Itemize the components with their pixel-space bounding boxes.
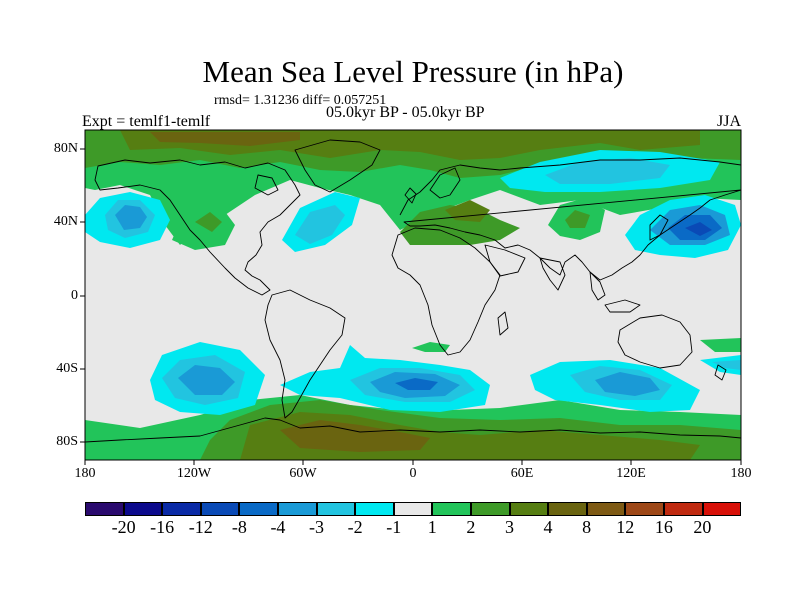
- arabia-coast: [484, 244, 526, 277]
- colorbar-swatch-3: [200, 502, 240, 516]
- colorbar-label-8: 1: [427, 517, 437, 537]
- south-atlantic-low-center: [395, 378, 438, 390]
- arctic-brown-region: [150, 132, 300, 146]
- north-pacific-low-core: [115, 205, 147, 230]
- coastlines: [85, 139, 741, 443]
- britain-coast: [404, 187, 417, 204]
- hudson-bay-coast: [254, 174, 279, 196]
- colorbar-swatch-15: [663, 502, 703, 516]
- map-title: Mean Sea Level Pressure (in hPa): [202, 54, 624, 89]
- lat-label-0: 0: [71, 288, 78, 303]
- antarctic-brown-region: [280, 420, 430, 452]
- lon-label-180e: 180: [730, 466, 752, 481]
- antarctica-coast: [85, 417, 741, 443]
- lon-label-120e: 120E: [616, 466, 646, 481]
- colorbar-swatch-8: [393, 502, 433, 516]
- central-asia-olive-region: [565, 210, 590, 228]
- colorbar-swatch-10: [470, 502, 510, 516]
- colorbar-swatch-14: [625, 502, 664, 516]
- south-atlantic-green-patch: [412, 342, 450, 352]
- colorbar-label-10: 3: [504, 517, 514, 537]
- colorbar-label-5: -3: [309, 517, 325, 537]
- indian-ocean-low-core: [595, 372, 660, 396]
- colorbar: [85, 502, 742, 516]
- experiment-label: Expt = temlf1-temlf: [82, 113, 211, 130]
- colorbar-swatch-13: [586, 502, 626, 516]
- lat-label-40s: 40S: [56, 361, 78, 376]
- africa-coast: [391, 227, 501, 356]
- greenland-coast: [294, 139, 381, 193]
- lon-label-60e: 60E: [510, 466, 534, 481]
- colorbar-label-14: 16: [654, 517, 673, 537]
- eurasia-coast: [399, 157, 741, 281]
- india-coast: [539, 257, 566, 291]
- season-label: JJA: [716, 113, 741, 130]
- colorbar-label-2: -12: [188, 517, 213, 537]
- colorbar-label-11: 4: [543, 517, 553, 537]
- lon-label-0: 0: [409, 466, 417, 481]
- colorbar-label-7: -1: [386, 517, 402, 537]
- colorbar-label-0: -20: [111, 517, 136, 537]
- colorbar-swatch-6: [316, 502, 356, 516]
- period-text: 05.0kyr BP - 05.0kyr BP: [326, 104, 485, 121]
- north-atlantic-low-core: [295, 205, 345, 244]
- colorbar-label-6: -2: [347, 517, 363, 537]
- colorbar-swatch-2: [162, 502, 201, 516]
- tasman-low-core: [712, 360, 741, 370]
- colorbar-label-12: 8: [582, 517, 592, 537]
- colorbar-swatch-4: [239, 502, 278, 516]
- madagascar-coast: [497, 311, 509, 336]
- colorbar-label-15: 20: [693, 517, 712, 537]
- colorbar-label-4: -4: [270, 517, 286, 537]
- eurasia-olive-region: [445, 200, 490, 222]
- south-pacific-green-patch: [700, 338, 741, 352]
- lat-label-40n: 40N: [53, 214, 78, 229]
- scandinavia-coast: [429, 167, 461, 199]
- colorbar-swatch-9: [432, 502, 471, 516]
- colorbar-swatch-12: [548, 502, 587, 516]
- north-america-coast: [94, 159, 301, 296]
- lat-label-80s: 80S: [56, 434, 78, 449]
- colorbar-swatch-11: [509, 502, 549, 516]
- colorbar-label-9: 2: [466, 517, 476, 537]
- southeast-asia-coast: [589, 271, 641, 313]
- lon-label-180w: 180: [74, 466, 96, 481]
- japan-coast: [649, 214, 669, 241]
- colorbar-label-3: -8: [231, 517, 247, 537]
- colorbar-swatch-1: [123, 502, 163, 516]
- south-america-coast: [264, 289, 346, 419]
- siberia-low-core: [545, 158, 670, 184]
- pacific-green-patch: [172, 205, 235, 250]
- lat-label-80n: 80N: [53, 141, 78, 156]
- stats-text: rmsd= 1.31236 diff= 0.057251: [214, 93, 387, 108]
- colorbar-label-1: -16: [150, 517, 175, 537]
- axis-ticks: [80, 148, 742, 465]
- pacific-olive-patch: [195, 212, 222, 232]
- lon-label-60w: 60W: [289, 466, 317, 481]
- colorbar-swatch-5: [277, 502, 317, 516]
- colorbar-label-13: 12: [616, 517, 635, 537]
- lon-label-120w: 120W: [176, 466, 212, 481]
- northwest-pacific-low-center: [685, 222, 712, 236]
- colorbar-swatch-0: [85, 502, 124, 516]
- australia-coast: [617, 314, 693, 369]
- colorbar-swatch-7: [355, 502, 394, 516]
- south-pacific-low-core: [178, 365, 235, 395]
- new-zealand-coast: [714, 364, 727, 381]
- colorbar-swatch-16: [702, 502, 742, 516]
- eurasia-green-region: [400, 205, 520, 245]
